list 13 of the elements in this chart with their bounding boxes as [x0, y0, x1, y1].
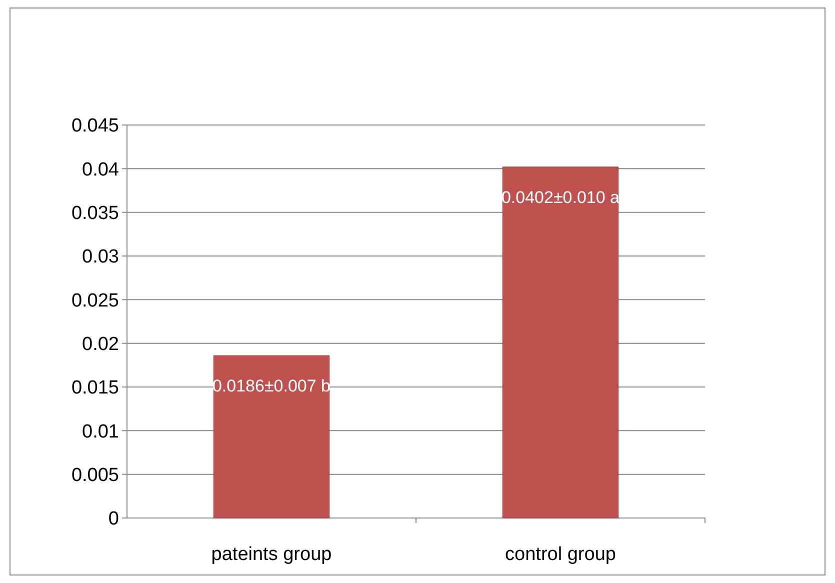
y-tick-label: 0.035	[71, 202, 119, 224]
y-tick-label: 0.015	[71, 378, 119, 399]
y-tick-label: 0.01	[82, 421, 119, 442]
y-tick-label: 0.025	[71, 290, 119, 312]
y-tick-label: 0.005	[71, 464, 119, 486]
y-tick-label: 0	[108, 508, 119, 530]
x-tick-label: control group	[505, 544, 616, 565]
y-tick-label: 0.02	[82, 334, 119, 355]
y-tick-label: 0.045	[71, 116, 119, 137]
data-label: 0.0186±0.007 b	[212, 376, 331, 396]
y-tick-label: 0.03	[82, 246, 119, 268]
x-tick-label: pateints group	[211, 544, 332, 565]
y-tick-label: 0.04	[82, 159, 120, 180]
